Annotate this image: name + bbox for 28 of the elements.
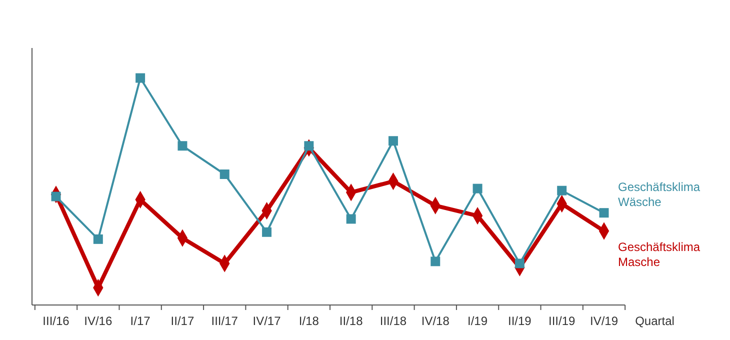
x-tick-label: IV/19 xyxy=(590,314,618,328)
x-tick-label: I/19 xyxy=(468,314,488,328)
x-tick-label: IV/18 xyxy=(421,314,450,328)
x-tick-label: I/18 xyxy=(298,314,320,328)
x-tick-label: II/18 xyxy=(339,314,364,328)
series-label: Geschäftsklima Wäsche xyxy=(618,180,700,209)
point xyxy=(599,208,609,218)
x-tick-label: IV/16 xyxy=(84,314,112,328)
x-tick-label: IV/17 xyxy=(252,314,282,328)
point xyxy=(93,234,103,244)
point xyxy=(262,227,272,237)
x-tick-label: II/17 xyxy=(170,314,194,328)
x-tick-label: I/17 xyxy=(130,314,151,328)
point xyxy=(346,214,356,224)
x-tick-label: III/19 xyxy=(548,314,576,328)
x-tick-label: III/16 xyxy=(42,314,70,328)
series-label: Geschäftsklima Masche xyxy=(618,240,700,269)
point xyxy=(472,184,482,194)
x-tick-label: III/18 xyxy=(380,314,407,328)
x-tick-label: II/19 xyxy=(508,314,532,328)
x-tick-label: III/17 xyxy=(211,314,238,328)
point xyxy=(557,186,567,196)
x-axis-title: Quartal xyxy=(635,314,674,328)
point xyxy=(388,136,398,146)
point xyxy=(430,256,440,266)
point xyxy=(220,170,230,179)
point xyxy=(136,73,146,83)
point xyxy=(178,141,188,151)
